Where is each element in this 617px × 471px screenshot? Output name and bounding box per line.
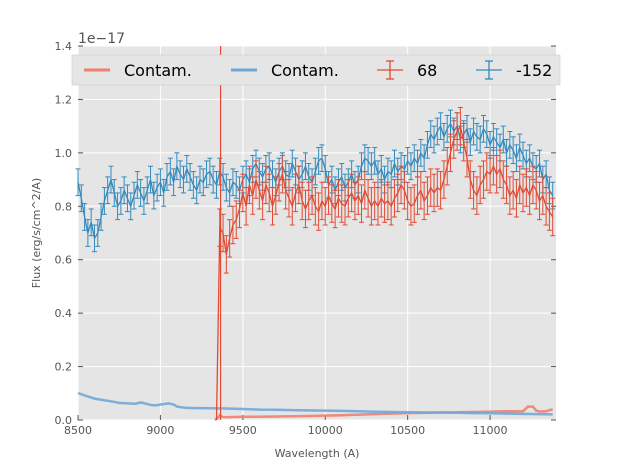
legend-label: Contam. [124,61,192,80]
y-tick-label: 1.0 [55,147,73,160]
grid [77,45,556,421]
legend-entry: Contam. [231,61,339,80]
y-tick-label: 0.2 [55,361,73,374]
x-tick-label: 9500 [229,424,257,437]
y-tick-label: 0.8 [55,200,73,213]
contam-line [214,405,554,422]
x-axis-label: Wavelength (A) [275,447,360,460]
legend: Contam. Contam. 68 -152 [71,54,561,86]
x-tick-label: 8500 [64,424,92,437]
y-tick-label: 1.4 [55,40,73,53]
y-tick-label: 0.0 [55,414,73,427]
legend-entry: 68 [377,60,437,80]
legend-entry: Contam. [84,61,192,80]
y-offset-label: 1e−17 [78,31,125,47]
errorbar-series-68 [215,46,556,421]
legend-label: -152 [516,61,552,80]
y-tick-label: 0.6 [55,254,73,267]
legend-label: Contam. [271,61,339,80]
y-axis-label: Flux (erg/s/cm^2/A) [30,178,43,288]
legend-entry: -152 [476,60,552,80]
x-tick-label: 10500 [390,424,425,437]
contam-line [77,391,553,416]
x-tick-label: 11000 [473,424,508,437]
x-tick-label: 9000 [146,424,174,437]
plot-background [78,46,556,420]
x-tick-label: 10000 [308,424,343,437]
y-tick-label: 1.2 [55,93,73,106]
y-tick-label: 0.4 [55,307,73,320]
series [75,46,556,422]
legend-label: 68 [417,61,437,80]
